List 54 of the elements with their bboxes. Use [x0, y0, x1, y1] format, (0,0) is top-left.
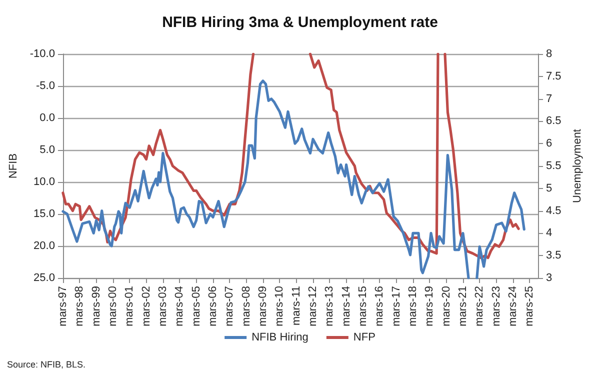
- x-tick-label: mars-04: [174, 286, 186, 326]
- y2-axis-title: Unemployment: [572, 129, 584, 203]
- y2-tick-label: 8: [546, 48, 552, 60]
- y2-tick-label: 4.5: [546, 204, 562, 217]
- x-tick-label: mars-17: [390, 286, 402, 326]
- y2-tick-label: 3: [546, 272, 552, 284]
- y-tick-label: -5.0: [36, 80, 55, 92]
- x-tick-label: mars-14: [340, 286, 352, 326]
- y2-tick-label: 5.5: [546, 160, 562, 172]
- x-tick-label: mars-21: [456, 286, 469, 326]
- y2-tick-label: 7.5: [546, 70, 562, 82]
- y2-tick-label: 6: [546, 138, 552, 150]
- y2-tick-label: 6.5: [546, 115, 562, 128]
- y-tick-label: 25.0: [34, 272, 55, 284]
- x-tick-label: mars-07: [224, 286, 236, 326]
- y-tick-label: 15.0: [34, 208, 55, 220]
- x-tick-label: mars-99: [90, 286, 102, 326]
- x-tick-label: mars-15: [356, 286, 369, 326]
- x-tick-label: mars-11: [290, 286, 302, 326]
- x-tick-label: mars-25: [524, 286, 536, 326]
- x-tick-label: mars-02: [140, 286, 152, 326]
- x-tick-label: mars-10: [274, 286, 286, 326]
- x-tick-label: mars-97: [56, 286, 69, 326]
- x-tick-label: mars-16: [374, 286, 386, 326]
- y-tick-label: 0.0: [40, 112, 55, 124]
- y-tick-label: -10.0: [30, 48, 55, 60]
- source-note: Source: NFIB, BLS.: [7, 360, 86, 370]
- x-tick-label: mars-24: [506, 286, 519, 326]
- x-tick-label: mars-03: [156, 286, 169, 326]
- y2-tick-label: 7: [546, 92, 552, 105]
- legend-label: NFP: [353, 332, 376, 344]
- y-tick-label: 5.0: [40, 144, 55, 156]
- x-tick-label: mars-19: [424, 286, 436, 326]
- x-tick-label: mars-98: [74, 286, 86, 326]
- x-tick-label: mars-12: [306, 286, 319, 326]
- chart-title: NFIB Hiring 3ma & Unemployment rate: [162, 14, 438, 31]
- x-tick-label: mars-18: [406, 286, 419, 326]
- y2-tick-label: 3.5: [546, 250, 562, 262]
- y-tick-label: 10.0: [34, 176, 55, 188]
- x-tick-label: mars-06: [206, 286, 219, 326]
- x-tick-label: mars-20: [440, 286, 452, 326]
- x-tick-label: mars-13: [324, 286, 336, 326]
- x-tick-label: mars-22: [474, 286, 486, 326]
- y-axis-title: NFIB: [8, 153, 20, 179]
- x-tick-label: mars-05: [190, 286, 202, 326]
- y-tick-label: 20.0: [34, 240, 55, 252]
- y2-tick-label: 5: [546, 182, 552, 194]
- x-tick-label: mars-08: [240, 286, 252, 326]
- x-tick-label: mars-09: [256, 286, 269, 326]
- x-tick-label: mars-00: [106, 286, 119, 326]
- y2-tick-label: 4: [546, 227, 552, 240]
- x-tick-label: mars-01: [124, 286, 136, 326]
- x-tick-label: mars-23: [490, 286, 502, 326]
- legend-label: NFIB Hiring: [252, 332, 308, 344]
